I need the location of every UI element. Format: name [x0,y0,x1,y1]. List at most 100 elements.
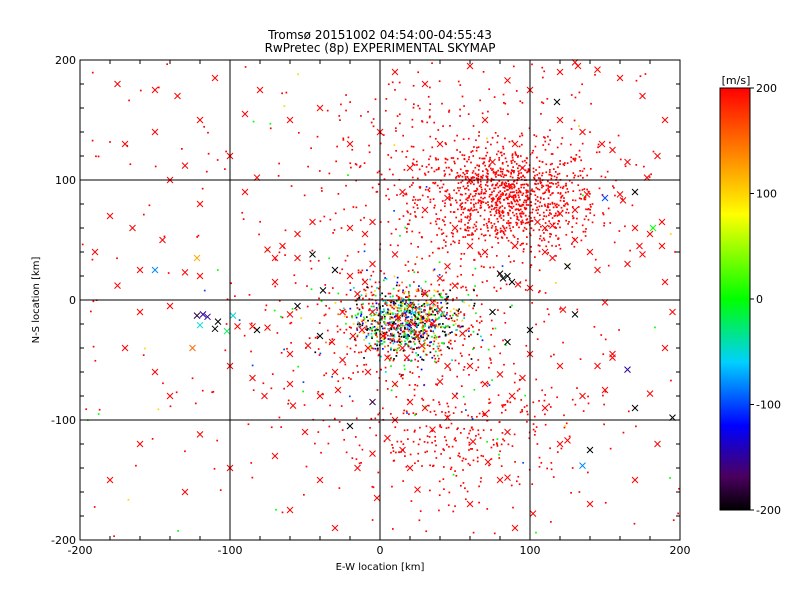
data-point [372,118,375,120]
data-point-cross [364,344,372,352]
data-point [354,299,357,302]
data-point [397,310,400,313]
data-point [157,408,160,411]
data-point [480,303,483,306]
data-point-cross [481,380,489,388]
data-point [488,220,490,223]
data-point [419,318,421,321]
data-point [550,355,552,358]
data-point [582,176,584,179]
data-point [419,312,421,314]
data-point [394,322,397,325]
data-point [504,194,507,196]
data-point [435,336,438,338]
data-point [413,333,416,336]
data-point [369,278,372,281]
data-point [520,186,523,189]
data-point [451,319,454,322]
data-point [376,326,379,329]
data-point [501,405,504,408]
data-point [420,316,423,319]
data-point [386,322,389,324]
data-point [402,291,404,294]
data-point [357,269,360,272]
data-point [472,348,474,351]
data-point [383,315,386,318]
data-point [607,207,610,210]
data-point [624,165,627,168]
data-point-cross [553,98,561,106]
data-point-cross [511,242,519,250]
data-point [498,198,500,201]
data-point [414,311,417,314]
data-point [461,175,464,178]
data-point [556,396,558,399]
data-point [583,188,586,190]
data-point [558,244,561,246]
data-point [631,204,634,207]
data-point [532,167,535,170]
data-point [428,311,430,314]
data-point [435,361,438,364]
data-point [381,305,384,307]
data-point [519,213,521,215]
data-point [565,219,567,222]
data-point [486,440,488,443]
data-point [489,193,491,196]
data-point [538,244,541,247]
data-point [411,308,414,311]
data-point [472,203,475,206]
data-point [499,170,502,173]
data-point [363,243,366,246]
data-point [503,233,506,236]
data-point [545,163,548,166]
data-point [523,406,526,408]
data-point [501,404,504,407]
data-point [365,337,367,339]
data-point [466,328,469,331]
data-point [434,350,437,353]
data-point [323,215,326,218]
data-point [354,314,357,317]
data-point [473,183,475,186]
data-point [425,530,428,533]
data-point [419,356,422,359]
data-point [444,173,447,176]
data-point [444,411,447,414]
data-point [445,190,448,193]
data-point [461,202,464,204]
data-point [300,317,303,319]
data-point [373,332,376,335]
data-point [468,209,471,212]
data-point [501,161,504,164]
data-point [332,232,334,234]
data-point [489,156,491,159]
data-point [469,216,471,218]
data-point [510,171,512,174]
data-point [407,211,409,214]
data-point [445,427,448,429]
data-point [509,306,512,308]
data-point [428,312,430,315]
data-point [537,182,539,185]
data-point [406,412,408,414]
data-point [406,227,408,230]
data-point [339,119,341,121]
data-point [510,172,512,175]
data-point [309,260,312,262]
data-point [481,176,483,179]
data-point-cross [598,140,606,148]
data-point [378,304,380,307]
data-point [415,216,417,218]
data-point [518,196,520,199]
data-point [426,450,428,453]
data-point [442,314,445,317]
data-point [428,109,431,111]
data-point [383,308,385,311]
data-point [566,208,569,211]
data-point [470,324,473,327]
data-point [488,384,491,386]
data-point [429,86,431,89]
data-point [359,315,362,317]
